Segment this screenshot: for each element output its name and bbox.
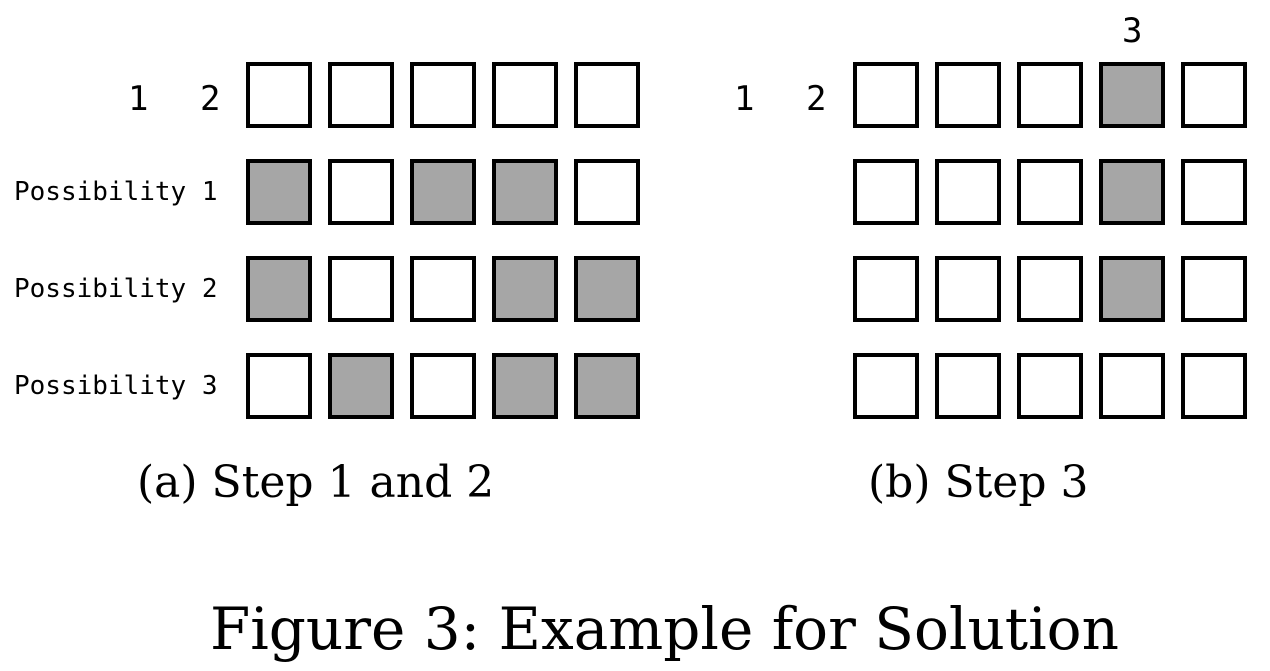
empty-cell [246,62,312,128]
empty-cell [410,62,476,128]
panel-a-caption: (a) Step 1 and 2 [137,457,495,508]
empty-cell [1181,256,1247,322]
empty-cell [935,353,1001,419]
empty-cell [935,62,1001,128]
empty-cell [410,353,476,419]
empty-cell [935,256,1001,322]
empty-cell [328,159,394,225]
empty-cell [574,62,640,128]
filled-cell [246,159,312,225]
empty-cell [1181,62,1247,128]
row-label: Possibility 2 [14,274,218,304]
filled-cell [328,353,394,419]
row-clue-2: 2 [806,79,827,119]
panel-b-caption: (b) Step 3 [868,457,1089,508]
empty-cell [328,256,394,322]
empty-cell [1017,62,1083,128]
empty-cell [935,159,1001,225]
row-clue-1: 1 [734,79,755,119]
empty-cell [410,256,476,322]
empty-cell [853,353,919,419]
empty-cell [1099,353,1165,419]
empty-cell [1017,159,1083,225]
row-clue-1: 1 [128,79,149,119]
filled-cell [1099,62,1165,128]
empty-cell [1181,353,1247,419]
row-clue-2: 2 [200,79,221,119]
empty-cell [853,256,919,322]
empty-cell [1017,256,1083,322]
empty-cell [1017,353,1083,419]
filled-cell [492,353,558,419]
filled-cell [410,159,476,225]
row-label: Possibility 3 [14,371,218,401]
filled-cell [246,256,312,322]
empty-cell [853,159,919,225]
empty-cell [246,353,312,419]
filled-cell [574,353,640,419]
empty-cell [574,159,640,225]
filled-cell [492,256,558,322]
empty-cell [492,62,558,128]
empty-cell [1181,159,1247,225]
empty-cell [853,62,919,128]
filled-cell [492,159,558,225]
row-label: Possibility 1 [14,177,218,207]
filled-cell [574,256,640,322]
empty-cell [328,62,394,128]
filled-cell [1099,256,1165,322]
column-clue: 3 [1122,11,1143,51]
figure-caption: Figure 3: Example for Solution [210,595,1119,663]
filled-cell [1099,159,1165,225]
